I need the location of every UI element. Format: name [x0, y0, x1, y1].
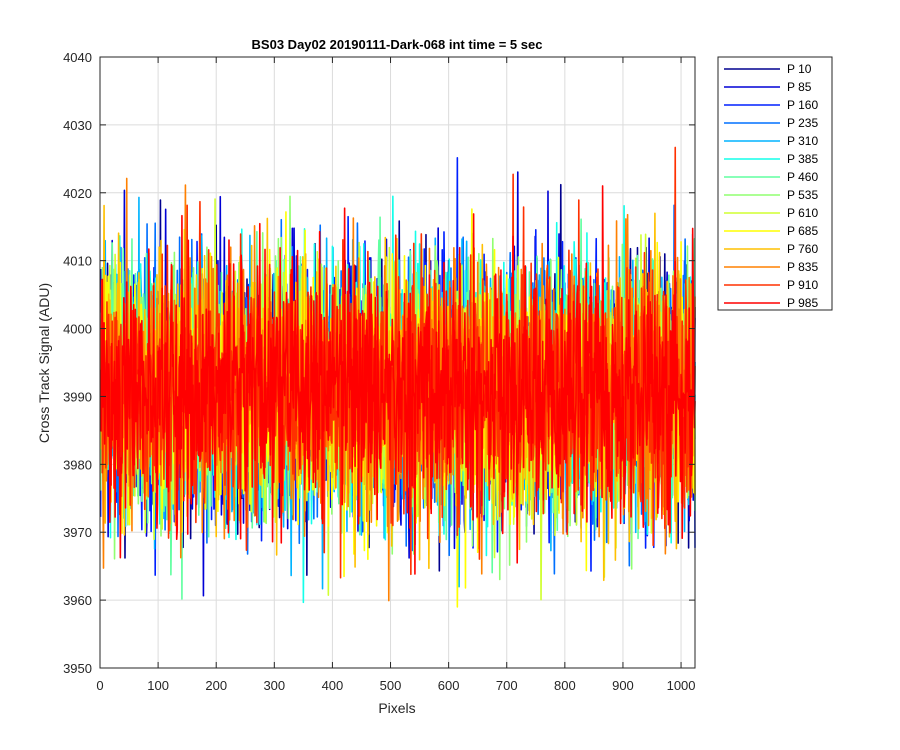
x-tick-label: 300: [263, 678, 285, 693]
x-tick-label: 200: [205, 678, 227, 693]
legend-label: P 535: [787, 188, 818, 202]
legend-label: P 610: [787, 206, 818, 220]
y-tick-label: 3970: [63, 525, 92, 540]
axes-box: [99, 56, 696, 669]
y-tick-label: 3980: [63, 457, 92, 472]
x-tick-label: 400: [322, 678, 344, 693]
ticks: [99, 56, 695, 669]
legend-label: P 685: [787, 224, 818, 238]
legend-label: P 385: [787, 152, 818, 166]
legend-label: P 235: [787, 116, 818, 130]
x-tick-label: 100: [147, 678, 169, 693]
y-tick-label: 4000: [63, 322, 92, 337]
x-tick-labels: 0 100 200 300 400 500 600 700 800 900 1000: [96, 678, 695, 693]
legend-label: P 10: [787, 62, 812, 76]
x-tick-label: 700: [496, 678, 518, 693]
y-tick-label: 3950: [63, 661, 92, 676]
x-tick-label: 800: [554, 678, 576, 693]
x-tick-label: 0: [96, 678, 103, 693]
y-axis-label: Cross Track Signal (ADU): [36, 283, 52, 443]
y-tick-label: 4010: [63, 254, 92, 269]
legend: P 10 P 85 P 160 P 235 P 310 P 385 P 460 P 535 P …: [717, 56, 833, 311]
y-tick-label: 4040: [63, 50, 92, 65]
series-layer: [99, 146, 696, 608]
legend-label: P 310: [787, 134, 818, 148]
y-tick-label: 4020: [63, 186, 92, 201]
x-tick-label: 1000: [667, 678, 696, 693]
y-tick-label: 3960: [63, 593, 92, 608]
legend-label: P 460: [787, 170, 818, 184]
x-tick-label: 500: [380, 678, 402, 693]
legend-label: P 160: [787, 98, 818, 112]
legend-label: P 985: [787, 296, 818, 310]
legend-label: P 85: [787, 80, 812, 94]
y-tick-label: 3990: [63, 389, 92, 404]
series-line-p-985: [99, 185, 696, 575]
legend-label: P 835: [787, 260, 818, 274]
y-tick-labels: 3950 3960 3970 3980 3990 4000 4010 4020 4030 4040: [63, 50, 92, 676]
legend-label: P 910: [787, 278, 818, 292]
chart-title: BS03 Day02 20190111-Dark-068 int time = …: [252, 37, 543, 52]
legend-box: [717, 56, 833, 311]
legend-label: P 760: [787, 242, 818, 256]
y-tick-label: 4030: [63, 118, 92, 133]
x-axis-label: Pixels: [378, 700, 415, 716]
plot-area: 0 100 200 300 400 500 600 700 800 900 1000 3950 396…: [63, 50, 696, 693]
x-tick-label: 900: [612, 678, 634, 693]
x-tick-label: 600: [438, 678, 460, 693]
